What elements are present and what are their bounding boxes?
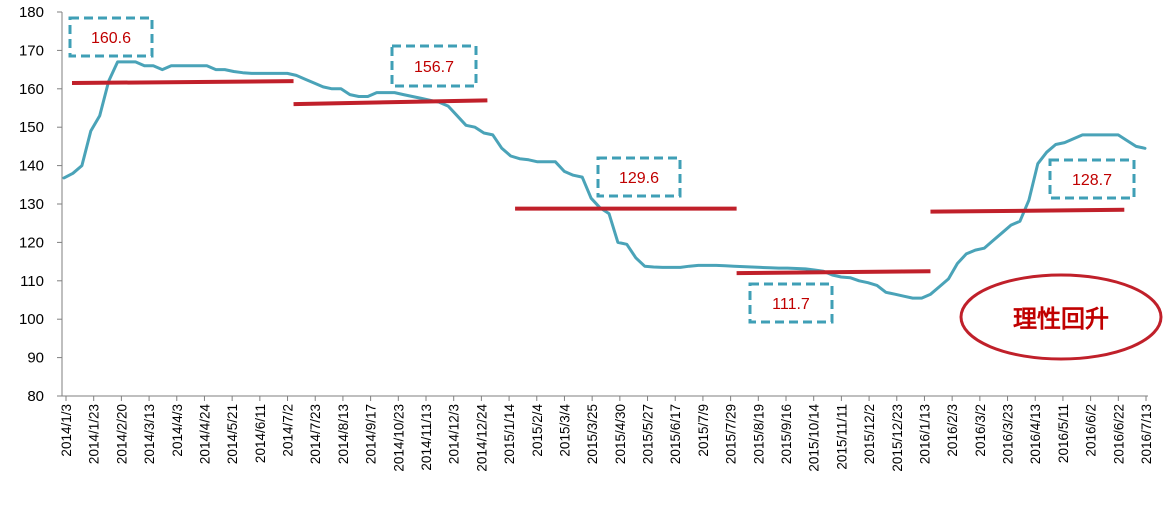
- annotation-156.7: 156.7: [390, 44, 478, 88]
- x-tick-label: 2014/12/24: [474, 404, 489, 472]
- x-tick-label: 2014/2/20: [114, 404, 129, 464]
- x-tick-label: 2016/5/11: [1056, 404, 1071, 463]
- annotation-111.7: 111.7: [748, 282, 834, 324]
- y-tick-label: 140: [19, 158, 44, 175]
- reference-line-160.6: [71, 79, 294, 86]
- x-tick-label: 2014/6/11: [253, 404, 268, 463]
- series-line-index: [62, 60, 1147, 300]
- y-tick-label: 160: [19, 81, 44, 98]
- x-tick-label: 2015/7/9: [696, 404, 711, 457]
- y-axis: 80 90 100 110 120 130 140 150 160 170 180: [19, 4, 63, 405]
- y-tick-label: 180: [19, 4, 44, 21]
- annotation-box: [748, 282, 834, 324]
- x-tick-label: 2016/7/13: [1139, 404, 1154, 464]
- x-tick-label: 2014/3/13: [142, 404, 157, 464]
- x-tick-label: 2015/11/11: [834, 404, 849, 470]
- series-layer: [62, 60, 1147, 300]
- x-tick-label: 2016/1/13: [917, 404, 932, 464]
- x-tick-label: 2014/1/3: [59, 404, 74, 457]
- x-tick-label: 2015/3/4: [557, 404, 572, 457]
- y-tick-label: 110: [20, 273, 44, 290]
- y-tick-label: 80: [27, 388, 44, 405]
- x-tick-label: 2014/1/23: [87, 404, 102, 464]
- badge-text: 理性回升: [1013, 305, 1109, 333]
- reference-line-111.7: [736, 269, 931, 276]
- annotation-box: [596, 156, 682, 198]
- badge-ellipse: [959, 273, 1163, 361]
- annotation-label: 129.6: [619, 170, 659, 187]
- x-tick-label: 2014/7/2: [281, 404, 296, 457]
- x-tick-label: 2015/8/19: [751, 404, 766, 464]
- badge-layer: 理性回升: [959, 273, 1163, 361]
- annotation-boxes: 160.6 156.7 129.6 111.7 128.7: [68, 16, 1136, 324]
- x-tick-label: 2015/6/17: [668, 404, 683, 464]
- x-tick-label: 2015/7/29: [724, 404, 739, 464]
- annotation-label: 128.7: [1072, 172, 1112, 189]
- x-axis: 2014/1/3 2014/1/23 2014/2/20 2014/3/13 2014/…: [59, 395, 1154, 472]
- x-tick-label: 2014/12/3: [447, 404, 462, 464]
- x-tick-label: 2016/6/2: [1084, 404, 1099, 457]
- y-tick-label: 120: [19, 234, 44, 251]
- reference-line-128.7: [930, 207, 1125, 214]
- x-tick-label: 2014/8/13: [336, 404, 351, 464]
- annotation-label: 111.7: [772, 296, 810, 313]
- x-tick-label: 2015/5/27: [641, 404, 656, 464]
- x-tick-label: 2016/4/13: [1028, 404, 1043, 464]
- x-tick-label: 2015/4/30: [613, 404, 628, 464]
- rational-rebound-badge: 理性回升: [959, 273, 1163, 361]
- annotation-160.6: 160.6: [68, 16, 154, 58]
- x-tick-label: 2014/10/23: [391, 404, 406, 472]
- x-tick-label: 2015/9/16: [779, 404, 794, 464]
- x-tick-label: 2016/3/2: [973, 404, 988, 457]
- y-tick-label: 100: [19, 311, 44, 328]
- x-tick-label: 2014/4/3: [170, 404, 185, 457]
- x-tick-label: 2014/5/21: [225, 404, 240, 464]
- reference-line-156.7: [293, 98, 488, 107]
- annotation-box: [68, 16, 154, 58]
- annotation-label: 160.6: [91, 30, 131, 47]
- annotation-box: [1048, 158, 1136, 200]
- x-tick-label: 2016/3/23: [1001, 404, 1016, 464]
- x-tick-label: 2016/6/22: [1111, 404, 1126, 464]
- annotation-box: [390, 44, 478, 88]
- x-tick-label: 2015/1/14: [502, 404, 517, 465]
- x-tick-label: 2015/2/4: [530, 404, 545, 457]
- reference-lines: [71, 79, 1125, 276]
- x-tick-label: 2016/2/3: [945, 404, 960, 457]
- x-tick-label: 2014/7/23: [308, 404, 323, 464]
- x-tick-label: 2015/10/14: [807, 404, 822, 472]
- annotation-129.6: 129.6: [596, 156, 682, 198]
- annotation-128.7: 128.7: [1048, 158, 1136, 200]
- y-tick-label: 170: [19, 42, 44, 59]
- y-tick-label: 150: [19, 119, 44, 136]
- x-tick-label: 2015/3/25: [585, 404, 600, 464]
- x-tick-label: 2014/11/13: [419, 404, 434, 471]
- y-tick-label: 130: [19, 196, 44, 213]
- x-tick-label: 2014/4/24: [197, 404, 212, 465]
- x-tick-label: 2015/12/2: [862, 404, 877, 464]
- annotation-label: 156.7: [414, 59, 454, 76]
- x-tick-label: 2014/9/17: [364, 404, 379, 464]
- y-tick-label: 90: [27, 350, 44, 367]
- x-tick-label: 2015/12/23: [890, 404, 905, 472]
